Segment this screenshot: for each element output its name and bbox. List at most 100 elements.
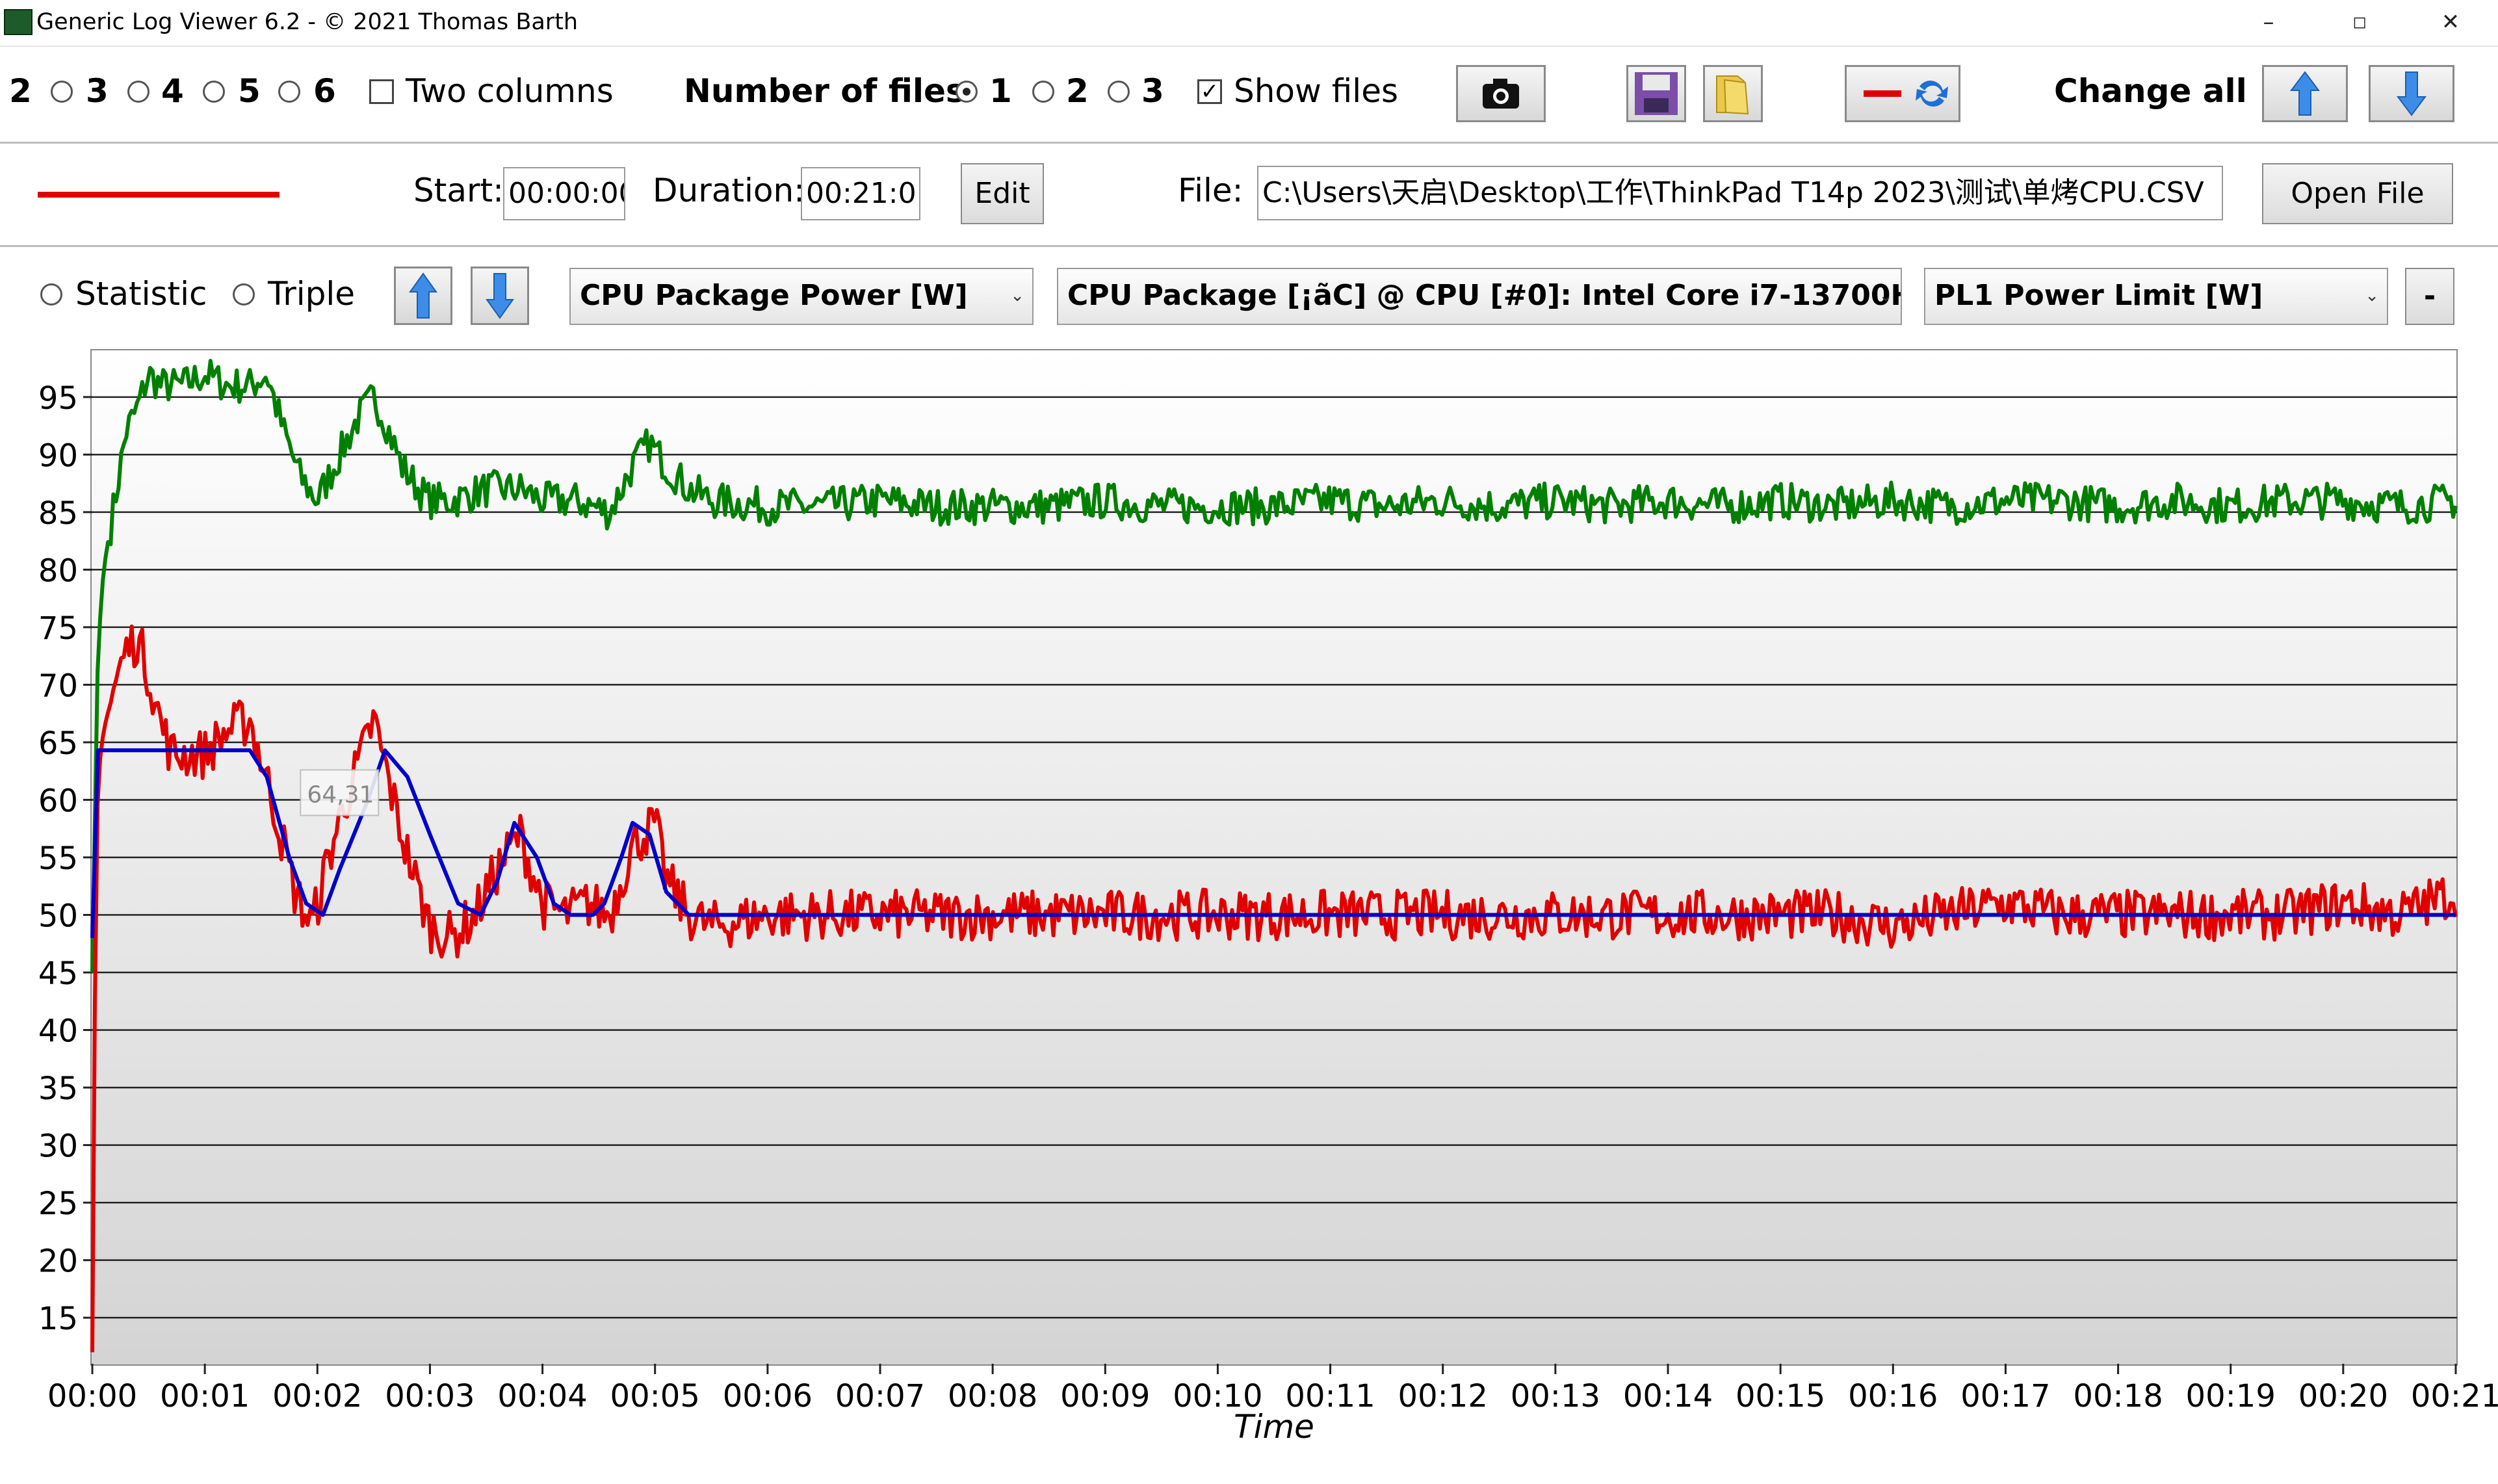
hover-box (300, 769, 380, 816)
column-radio-4[interactable] (127, 81, 150, 103)
series-line-1 (90, 359, 2458, 973)
x-tick-label: 00:00 (47, 1378, 137, 1414)
log-chart[interactable]: 15 20 25 30 35 40 45 50 55 60 65 70 75 80 85 90 95 00:00… (0, 345, 2498, 1484)
y-tick-label: 60 (38, 783, 78, 819)
duration-input[interactable]: 00:21:01 (801, 167, 920, 220)
y-tick-label: 95 (38, 380, 78, 417)
column-radio-3[interactable] (51, 81, 73, 103)
x-tick-label: 00:02 (272, 1378, 362, 1414)
y-tick-label: 20 (38, 1243, 78, 1280)
statistic-radio[interactable] (40, 283, 62, 306)
triple-radio[interactable] (233, 283, 255, 306)
x-tick-label: 00:03 (385, 1378, 475, 1414)
swap-colors-button[interactable] (1845, 65, 1960, 122)
maximize-button[interactable]: ◻ (2352, 12, 2367, 32)
camera-icon (1483, 79, 1519, 109)
move-down-all-button[interactable] (2369, 65, 2454, 122)
y-tick-label: 75 (38, 610, 78, 647)
screenshot-button[interactable] (1456, 65, 1546, 122)
series-select-1-value: CPU Package Power [W] (580, 279, 968, 312)
column-label-5: 5 (238, 72, 261, 110)
x-tick-label: 00:06 (723, 1378, 813, 1414)
series-select-2[interactable]: CPU Package [¡ãC] @ CPU [#0]: Intel Core… (1057, 268, 1902, 325)
x-axis-label: Time (1234, 1408, 1314, 1446)
x-tick-label: 00:18 (2073, 1378, 2163, 1414)
x-tick-label: 00:21 (2411, 1378, 2498, 1414)
hover-tooltip: 64,31 (300, 769, 380, 816)
top-toolbar: 2 3 4 5 6 Two columns Number of files 1 … (0, 47, 2498, 144)
x-tick-label: 00:14 (1623, 1378, 1713, 1414)
open-file-button[interactable]: Open File (2262, 163, 2453, 224)
arrow-down-icon (486, 273, 514, 319)
minimize-button[interactable]: – (2263, 9, 2274, 35)
line-color-swap-icon (1864, 81, 1948, 107)
open-folder-button[interactable] (1703, 65, 1763, 122)
file-count-label-2: 2 (1066, 72, 1089, 110)
floppy-disk-icon (1635, 72, 1678, 115)
y-tick-label: 45 (38, 956, 78, 992)
series-lines (90, 359, 2458, 1353)
save-button[interactable] (1626, 65, 1686, 122)
column-radio-6[interactable] (278, 81, 300, 103)
grid-lines (92, 396, 2457, 1319)
move-up-button[interactable] (394, 267, 452, 325)
x-tick-label: 00:10 (1173, 1378, 1262, 1414)
column-label-3: 3 (86, 72, 109, 110)
number-of-files-label: Number of files (684, 72, 965, 110)
remove-graph-button[interactable]: - (2405, 268, 2454, 325)
series-select-3-value: PL1 Power Limit [W] (1934, 279, 2263, 312)
two-columns-label: Two columns (406, 72, 614, 110)
x-tick-label: 00:07 (835, 1378, 925, 1414)
series-select-3[interactable]: PL1 Power Limit [W] ⌄ (1924, 268, 2388, 325)
file-count-label-1: 1 (989, 72, 1012, 110)
y-tick-label: 15 (38, 1301, 78, 1337)
edit-button[interactable]: Edit (961, 163, 1044, 224)
window-title: Generic Log Viewer 6.2 - © 2021 Thomas B… (36, 9, 579, 35)
close-button[interactable]: ✕ (2441, 9, 2460, 35)
show-files-label: Show files (1234, 72, 1399, 110)
move-up-all-button[interactable] (2262, 65, 2348, 122)
move-down-button[interactable] (471, 267, 529, 325)
y-tick-label: 25 (38, 1186, 78, 1222)
x-tick-label: 00:12 (1398, 1378, 1488, 1414)
file-count-radio-1[interactable] (956, 81, 978, 103)
show-files-checkbox[interactable]: ✓ (1197, 79, 1222, 104)
column-option-2[interactable]: 2 (9, 72, 32, 110)
x-tick-label: 00:15 (1736, 1378, 1825, 1414)
x-tick-label: 00:09 (1060, 1378, 1150, 1414)
file-count-radio-3[interactable] (1108, 81, 1130, 103)
series-select-1[interactable]: CPU Package Power [W] ⌄ (569, 268, 1034, 325)
y-tick-label: 35 (38, 1071, 78, 1107)
app-icon (4, 9, 33, 35)
start-input[interactable]: 00:00:00 (503, 167, 625, 220)
duration-label: Duration: (653, 172, 805, 209)
triple-label: Triple (268, 275, 356, 313)
x-tick-label: 00:17 (1960, 1378, 2050, 1414)
x-tick-label: 00:19 (2186, 1378, 2276, 1414)
file-label: File: (1178, 172, 1243, 209)
x-tick-label: 00:05 (610, 1378, 700, 1414)
x-tick-label: 00:16 (1848, 1378, 1938, 1414)
x-tick-label: 00:20 (2298, 1378, 2388, 1414)
x-tick-label: 00:11 (1285, 1378, 1375, 1414)
file-count-radio-2[interactable] (1032, 81, 1054, 103)
title-bar: Generic Log Viewer 6.2 - © 2021 Thomas B… (0, 0, 2498, 47)
line-color-sample[interactable] (38, 192, 280, 198)
y-tick-label: 90 (38, 437, 78, 474)
y-tick-label: 30 (38, 1128, 78, 1165)
column-label-4: 4 (161, 72, 184, 110)
y-axis: 15 20 25 30 35 40 45 50 55 60 65 70 75 80 85 90 95 (38, 380, 92, 1337)
y-tick-label: 80 (38, 553, 78, 589)
column-radio-5[interactable] (203, 81, 225, 103)
y-tick-label: 85 (38, 495, 78, 532)
file-path-input[interactable]: C:\Users\天启\Desktop\工作\ThinkPad T14p 202… (1257, 166, 2223, 220)
series-line-2 (90, 624, 2458, 1353)
chevron-down-icon: ⌄ (2365, 286, 2379, 306)
chevron-down-icon: ⌄ (1010, 286, 1024, 306)
x-tick-label: 00:13 (1511, 1378, 1600, 1414)
two-columns-checkbox[interactable] (369, 79, 394, 104)
y-tick-label: 65 (38, 725, 78, 762)
y-tick-label: 70 (38, 668, 78, 704)
folder-icon (1716, 75, 1749, 115)
file-count-label-3: 3 (1141, 72, 1164, 110)
